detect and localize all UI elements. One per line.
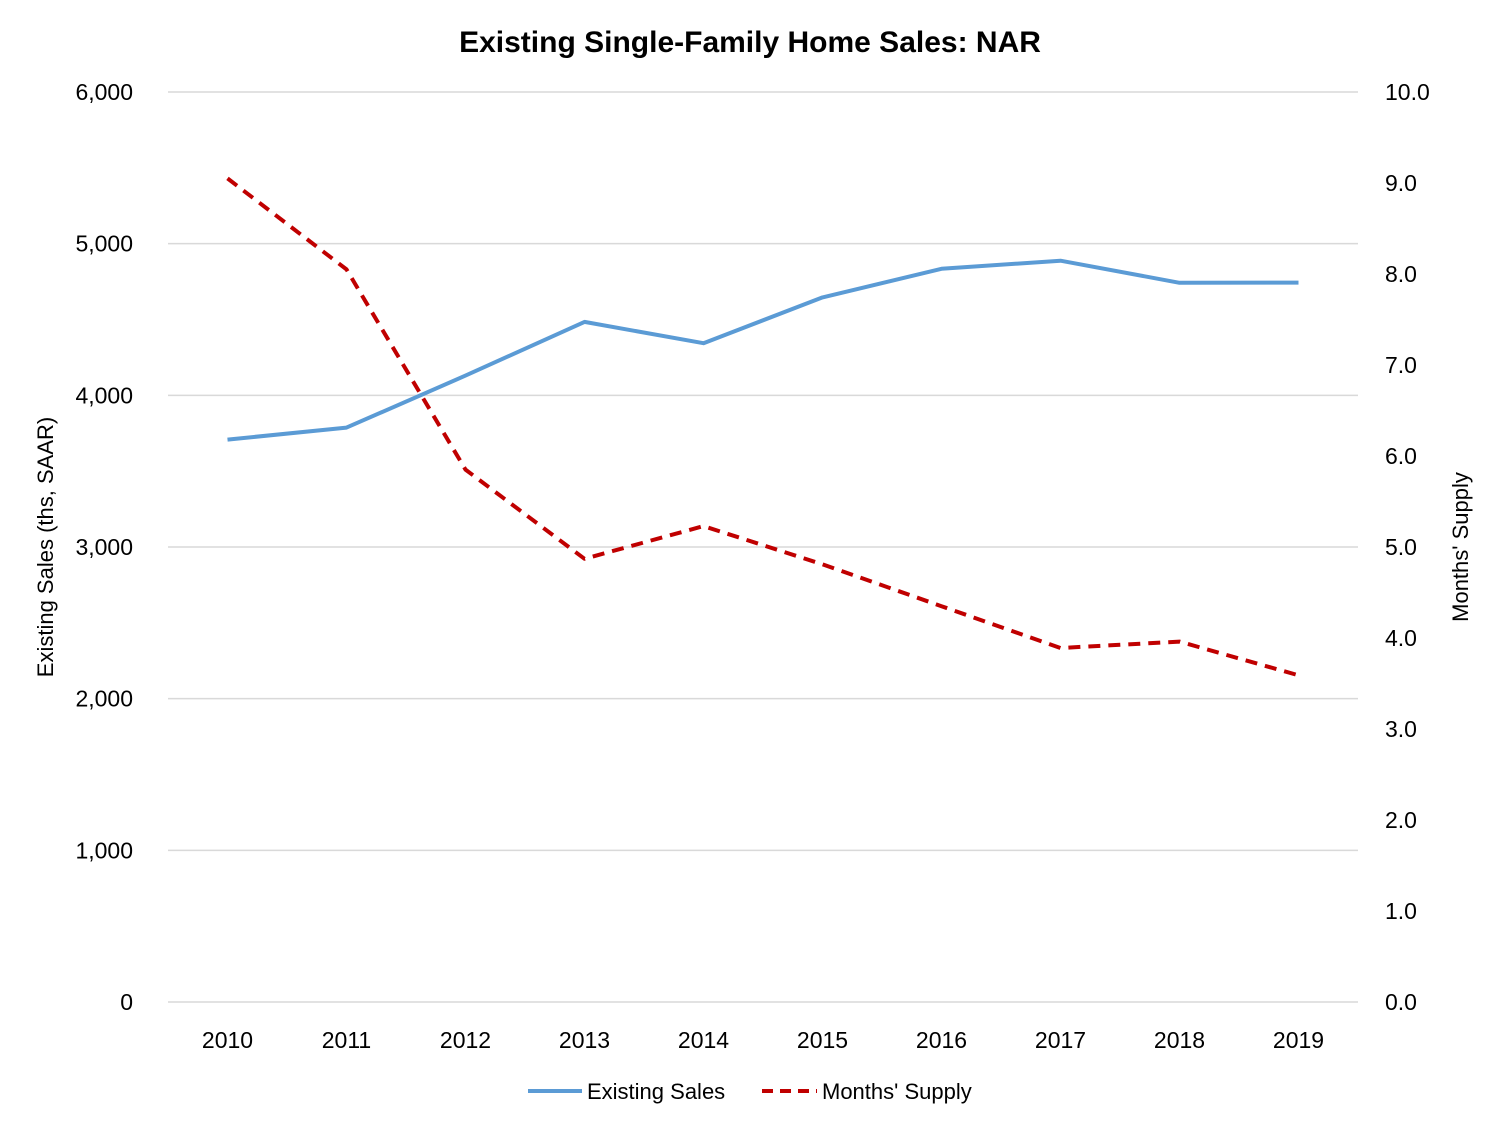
left-axis-tick-label: 6,000 xyxy=(75,79,133,105)
series-line-existing-sales xyxy=(227,258,1299,442)
right-axis-tick-label: 2.0 xyxy=(1385,807,1417,833)
x-axis-tick-label: 2015 xyxy=(797,1027,848,1053)
gridlines xyxy=(168,91,1358,1003)
right-axis-tick-label: 9.0 xyxy=(1385,170,1417,196)
x-axis-tick-label: 2017 xyxy=(1035,1027,1086,1053)
x-axis-tick-label: 2019 xyxy=(1273,1027,1324,1053)
right-axis-tick-label: 10.0 xyxy=(1385,79,1430,105)
left-axis-tick-label: 2,000 xyxy=(75,686,133,712)
right-axis-tick-label: 4.0 xyxy=(1385,625,1417,651)
right-axis-tick-label: 1.0 xyxy=(1385,898,1417,924)
right-axis-label: Months' Supply xyxy=(1448,472,1473,622)
right-axis-tick-label: 8.0 xyxy=(1385,261,1417,287)
right-axis-tick-label: 0.0 xyxy=(1385,989,1417,1015)
x-axis-ticks: 2010 2011 2012 2013 2014 2015 2016 2017 2018 2019 xyxy=(202,1027,1324,1053)
series-line-months-supply xyxy=(226,176,1300,678)
x-axis-tick-label: 2010 xyxy=(202,1027,253,1053)
x-axis-tick-label: 2012 xyxy=(440,1027,491,1053)
legend-label-existing-sales: Existing Sales xyxy=(587,1079,725,1104)
left-axis-ticks: 0 1,000 2,000 3,000 4,000 5,000 6,000 xyxy=(75,79,133,1015)
left-axis-tick-label: 4,000 xyxy=(75,382,133,408)
chart-title: Existing Single-Family Home Sales: NAR xyxy=(459,26,1041,59)
right-axis-tick-label: 7.0 xyxy=(1385,352,1417,378)
x-axis-tick-label: 2014 xyxy=(678,1027,729,1053)
left-axis-tick-label: 3,000 xyxy=(75,534,133,560)
left-axis-tick-label: 0 xyxy=(120,989,133,1015)
x-axis-tick-label: 2013 xyxy=(559,1027,610,1053)
x-axis-tick-label: 2016 xyxy=(916,1027,967,1053)
left-axis-tick-label: 1,000 xyxy=(75,837,133,863)
legend: Existing Sales Months' Supply xyxy=(528,1079,972,1104)
x-axis-tick-label: 2018 xyxy=(1154,1027,1205,1053)
left-axis-tick-label: 5,000 xyxy=(75,231,133,257)
legend-label-months-supply: Months' Supply xyxy=(822,1079,972,1104)
series-lines xyxy=(226,176,1300,678)
x-axis-tick-label: 2011 xyxy=(322,1027,371,1053)
right-axis-tick-label: 6.0 xyxy=(1385,443,1417,469)
right-axis-tick-label: 5.0 xyxy=(1385,534,1417,560)
right-axis-ticks: 0.0 1.0 2.0 3.0 4.0 5.0 6.0 7.0 8.0 9.0 10.0 xyxy=(1385,79,1430,1015)
right-axis-tick-label: 3.0 xyxy=(1385,716,1417,742)
left-axis-label: Existing Sales (ths, SAAR) xyxy=(33,417,58,677)
